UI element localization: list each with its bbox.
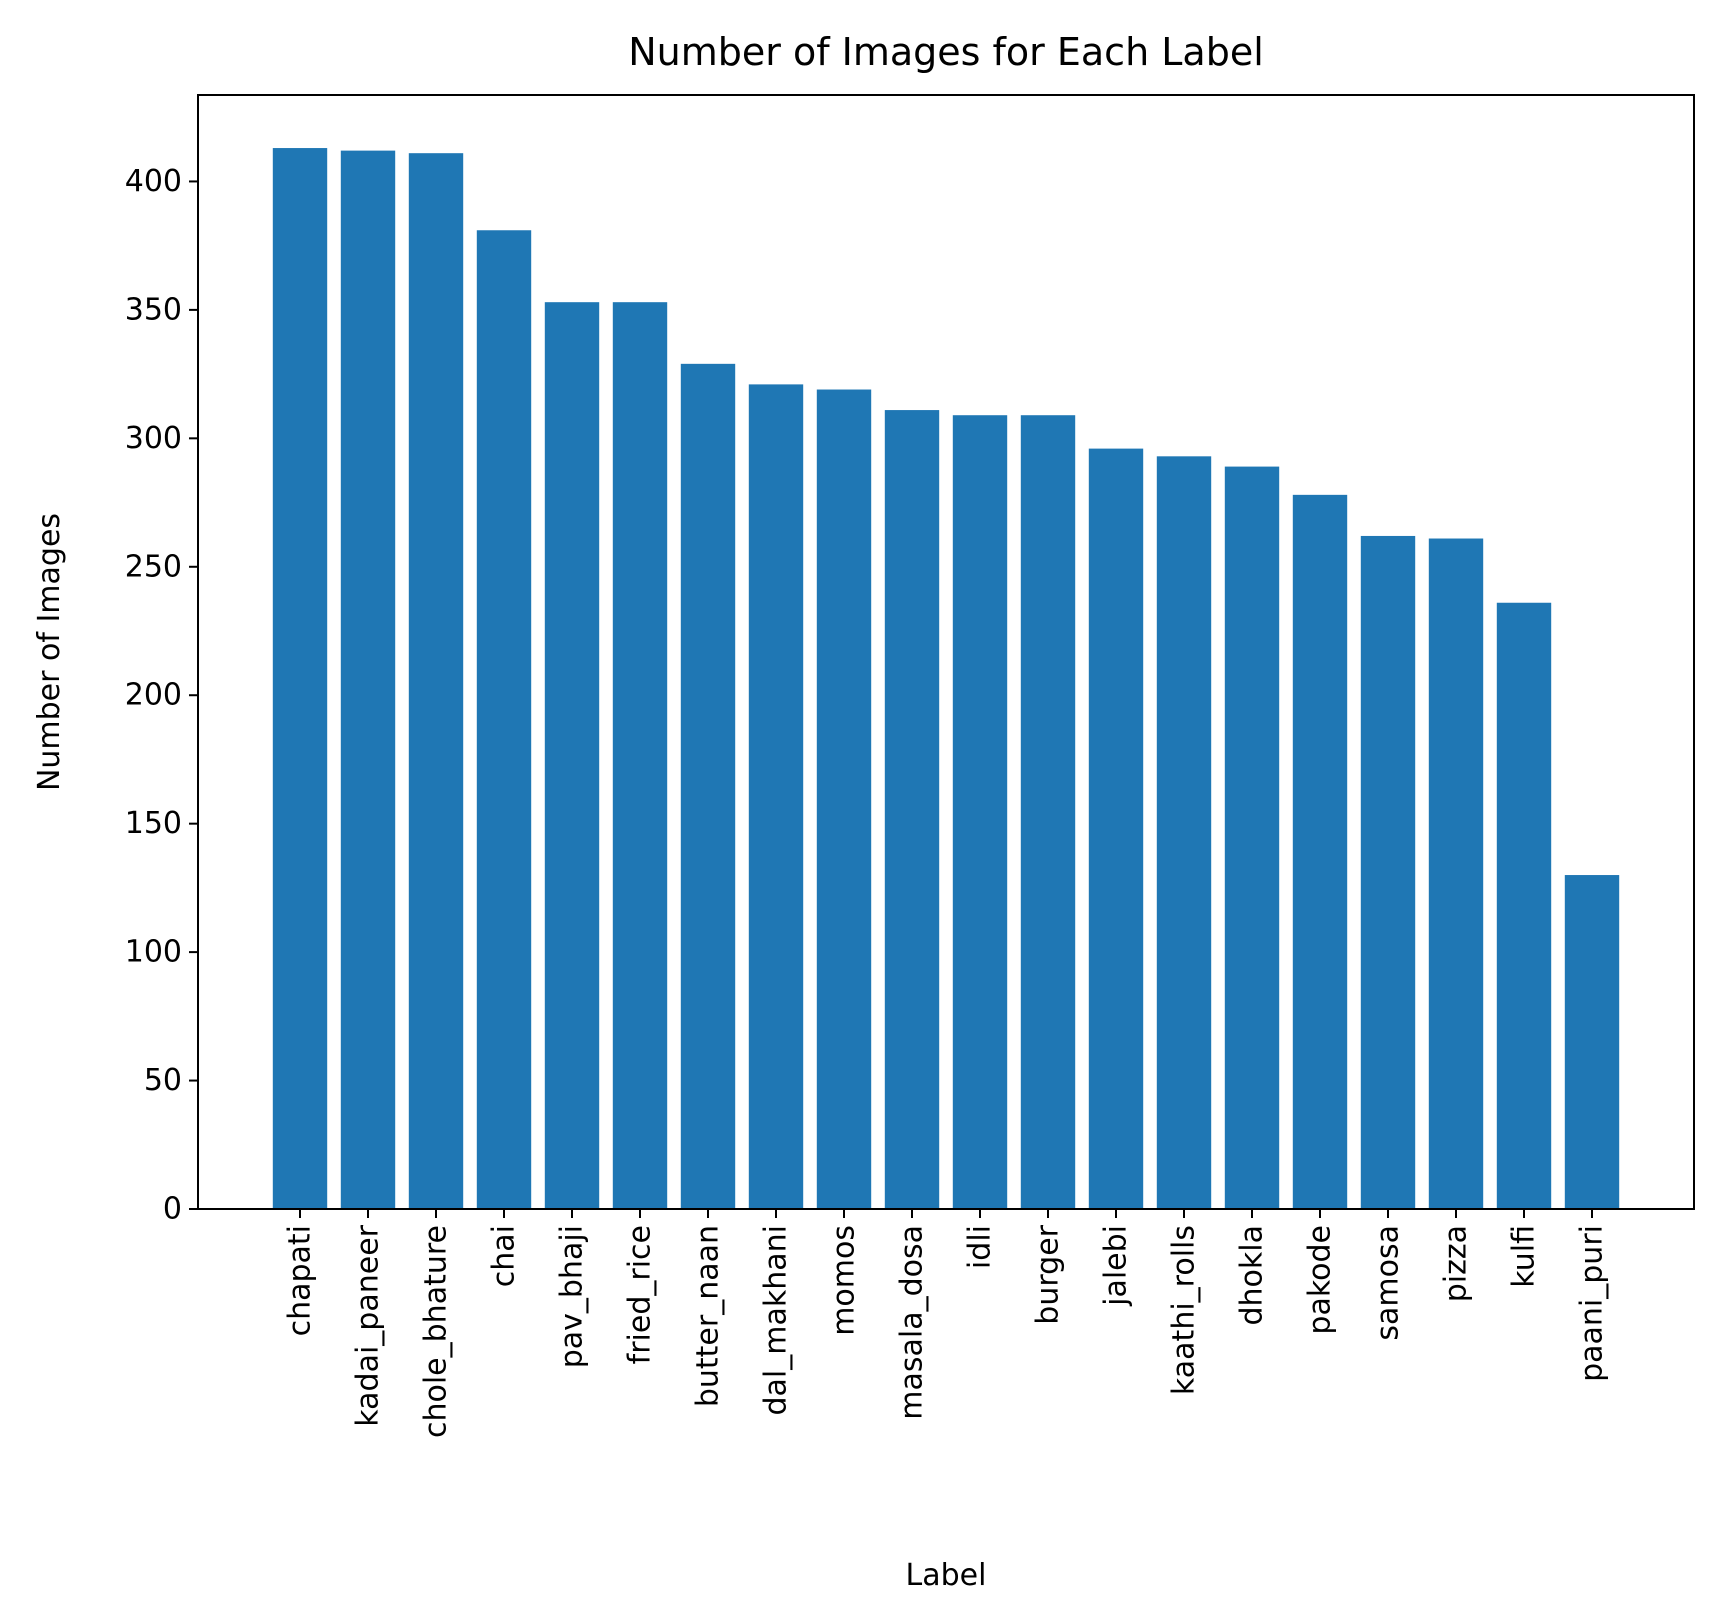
x-tick-label: momos xyxy=(827,1225,862,1336)
bar-butter-naan xyxy=(680,363,736,1209)
ticks-layer: chapati kadai_paneer chole_bhature chai pav_… xyxy=(125,164,1610,1438)
y-tick-label: 0 xyxy=(163,1192,182,1227)
x-tick-label: jalebi xyxy=(1099,1225,1134,1307)
y-tick-label: 150 xyxy=(125,806,182,841)
bar-dal-makhani xyxy=(748,384,804,1209)
plot-frame xyxy=(197,94,1695,1210)
chart-title: Number of Images for Each Label xyxy=(628,30,1264,74)
bar-chole-bhature xyxy=(408,153,464,1209)
y-axis-label: Number of Images xyxy=(32,513,67,791)
bar-kadai-paneer xyxy=(340,150,396,1210)
bars-layer xyxy=(272,148,1620,1210)
bar-jalebi xyxy=(1088,448,1144,1209)
y-tick-label: 400 xyxy=(125,164,182,199)
bar-burger xyxy=(1020,415,1076,1209)
x-tick-label: idli xyxy=(963,1225,998,1269)
bar-pakode xyxy=(1292,494,1348,1209)
x-tick-label: pizza xyxy=(1439,1225,1474,1302)
bar-paani-puri xyxy=(1564,875,1620,1209)
bar-kaathi-rolls xyxy=(1156,456,1212,1209)
x-tick-label: fried_rice xyxy=(623,1225,658,1364)
bar-fried-rice xyxy=(612,302,668,1209)
x-tick-label: butter_naan xyxy=(691,1225,726,1407)
x-tick-label: chai xyxy=(487,1225,522,1287)
bar-dhokla xyxy=(1224,466,1280,1209)
y-tick-label: 300 xyxy=(125,421,182,456)
bar-chapati xyxy=(272,148,328,1210)
x-tick-label: burger xyxy=(1031,1224,1066,1324)
x-tick-label: pav_bhaji xyxy=(555,1225,590,1368)
x-tick-label: paani_puri xyxy=(1575,1225,1610,1382)
x-tick-label: chole_bhature xyxy=(419,1225,454,1438)
x-tick-label: kadai_paneer xyxy=(351,1224,386,1426)
x-axis-label: Label xyxy=(906,1558,987,1593)
bar-pav-bhaji xyxy=(544,302,600,1209)
bar-pizza xyxy=(1428,538,1484,1209)
x-tick-label: dal_makhani xyxy=(759,1225,794,1416)
x-tick-label: dhokla xyxy=(1235,1225,1270,1326)
x-tick-label: kulfi xyxy=(1507,1225,1542,1288)
x-tick-label: kaathi_rolls xyxy=(1167,1225,1202,1395)
bar-kulfi xyxy=(1496,602,1552,1209)
x-tick-label: samosa xyxy=(1371,1225,1406,1341)
y-tick-label: 100 xyxy=(125,935,182,970)
bar-chai xyxy=(476,230,532,1209)
y-tick-label: 200 xyxy=(125,678,182,713)
x-tick-label: masala_dosa xyxy=(895,1225,930,1420)
bar-idli xyxy=(952,415,1008,1209)
y-tick-label: 250 xyxy=(125,549,182,584)
bar-momos xyxy=(816,389,872,1210)
bar-masala-dosa xyxy=(884,410,940,1209)
x-tick-label: chapati xyxy=(283,1225,318,1336)
y-tick-label: 50 xyxy=(144,1063,182,1098)
y-tick-label: 350 xyxy=(125,292,182,327)
x-tick-label: pakode xyxy=(1303,1225,1338,1335)
bar-samosa xyxy=(1360,535,1416,1209)
